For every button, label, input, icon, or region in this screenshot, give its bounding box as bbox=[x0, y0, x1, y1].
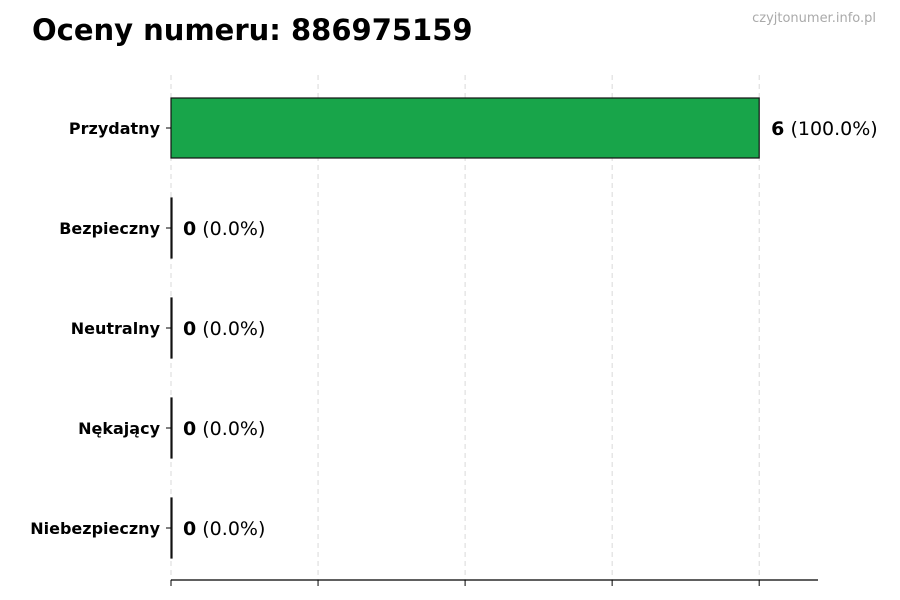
watermark: czyjtonumer.info.pl bbox=[752, 11, 876, 26]
data-label-percent: (0.0%) bbox=[196, 218, 265, 240]
data-label: 0 (0.0%) bbox=[183, 318, 265, 340]
category-label: Neutralny bbox=[71, 319, 161, 338]
bar-nękający bbox=[170, 397, 173, 459]
category-label: Bezpieczny bbox=[59, 219, 160, 238]
bar-bezpieczny bbox=[170, 197, 173, 259]
data-label: 0 (0.0%) bbox=[183, 218, 265, 240]
data-label-value: 0 bbox=[183, 418, 196, 440]
category-label: Nękający bbox=[78, 419, 160, 438]
category-label: Niebezpieczny bbox=[30, 519, 160, 538]
bar-przydatny bbox=[170, 97, 760, 159]
data-label: 0 (0.0%) bbox=[183, 418, 265, 440]
data-label-value: 0 bbox=[183, 518, 196, 540]
bar-niebezpieczny bbox=[170, 497, 173, 559]
chart-title: Oceny numeru: 886975159 bbox=[32, 13, 473, 47]
data-label: 0 (0.0%) bbox=[183, 518, 265, 540]
data-label-percent: (0.0%) bbox=[196, 518, 265, 540]
category-label: Przydatny bbox=[69, 119, 161, 138]
data-label-value: 6 bbox=[771, 118, 784, 140]
data-label-percent: (0.0%) bbox=[196, 318, 265, 340]
data-label-value: 0 bbox=[183, 218, 196, 240]
data-label-percent: (100.0%) bbox=[784, 118, 877, 140]
data-label-percent: (0.0%) bbox=[196, 418, 265, 440]
bar-neutralny bbox=[170, 297, 173, 359]
data-label: 6 (100.0%) bbox=[771, 118, 878, 140]
data-label-value: 0 bbox=[183, 318, 196, 340]
